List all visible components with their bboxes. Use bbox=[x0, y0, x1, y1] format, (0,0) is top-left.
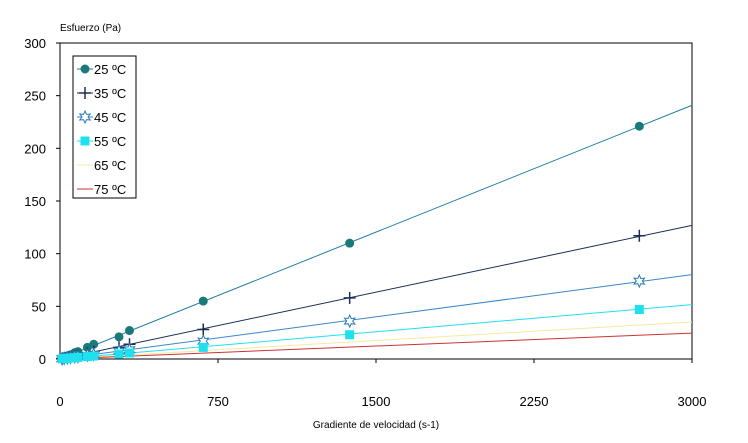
data-point bbox=[82, 352, 92, 362]
legend-entry: 35 ºC bbox=[77, 86, 126, 101]
data-points bbox=[55, 121, 646, 366]
fit-line-2 bbox=[59, 274, 693, 360]
fit-line-4 bbox=[59, 321, 693, 360]
legend: 25 ºC 35 ºC 45 ºC 55 ºC 65 ºC 75 ºC bbox=[72, 55, 137, 199]
fit-line-3 bbox=[59, 304, 693, 360]
x-tick-label: 0 bbox=[56, 394, 63, 409]
data-point bbox=[633, 273, 646, 289]
y-tick-label: 250 bbox=[24, 89, 46, 104]
legend-marker bbox=[80, 64, 90, 74]
y-tick-label: 200 bbox=[24, 141, 46, 156]
data-point bbox=[198, 342, 208, 352]
data-point bbox=[634, 304, 644, 314]
data-point bbox=[343, 313, 356, 329]
y-tick-label: 100 bbox=[24, 247, 46, 262]
legend-entry: 55 ºC bbox=[77, 134, 126, 149]
data-point bbox=[343, 291, 356, 304]
legend-box bbox=[72, 55, 137, 199]
legend-label: 25 ºC bbox=[94, 62, 126, 77]
marker-shape bbox=[343, 313, 356, 329]
legend-marker bbox=[80, 136, 90, 146]
marker-shape bbox=[633, 273, 646, 289]
legend-marker bbox=[79, 87, 91, 99]
data-point bbox=[114, 349, 124, 359]
y-tick-label: 150 bbox=[24, 194, 46, 209]
fit-line-1 bbox=[59, 224, 693, 360]
legend-entry: 25 ºC bbox=[77, 62, 126, 77]
legend-label: 65 ºC bbox=[94, 158, 126, 173]
plot-frame bbox=[59, 42, 693, 360]
data-point bbox=[345, 330, 355, 340]
x-tick-label: 750 bbox=[207, 394, 229, 409]
y-axis-title: Esfuerzo (Pa) bbox=[60, 23, 121, 34]
y-tick-label: 0 bbox=[39, 352, 46, 367]
data-point bbox=[73, 352, 83, 362]
data-point bbox=[114, 332, 124, 342]
legend-label: 75 ºC bbox=[94, 182, 126, 197]
marker-shape bbox=[78, 109, 92, 125]
legend-label: 45 ºC bbox=[94, 110, 126, 125]
axes bbox=[56, 42, 693, 363]
fit-lines bbox=[59, 104, 693, 360]
legend-label: 35 ºC bbox=[94, 86, 126, 101]
fit-line-0 bbox=[59, 104, 693, 360]
data-point bbox=[89, 351, 99, 361]
x-tick-label: 1500 bbox=[362, 394, 391, 409]
data-point bbox=[633, 229, 646, 242]
x-axis-title: Gradiente de velocidad (s-1) bbox=[313, 420, 439, 431]
y-tick-label: 50 bbox=[32, 299, 46, 314]
data-point bbox=[345, 238, 355, 248]
fit-line-5 bbox=[59, 332, 693, 360]
y-tick-label: 300 bbox=[24, 36, 46, 51]
data-point bbox=[197, 323, 210, 336]
data-point bbox=[634, 121, 644, 131]
x-tick-label: 2250 bbox=[520, 394, 549, 409]
legend-entry: 65 ºC bbox=[77, 158, 126, 173]
x-tick-label: 3000 bbox=[678, 394, 707, 409]
legend-marker bbox=[78, 109, 92, 125]
data-point bbox=[125, 348, 135, 358]
legend-label: 55 ºC bbox=[94, 134, 126, 149]
legend-entry: 45 ºC bbox=[77, 109, 126, 125]
legend-entry: 75 ºC bbox=[77, 182, 126, 197]
data-point bbox=[198, 296, 208, 306]
data-point bbox=[125, 326, 135, 336]
